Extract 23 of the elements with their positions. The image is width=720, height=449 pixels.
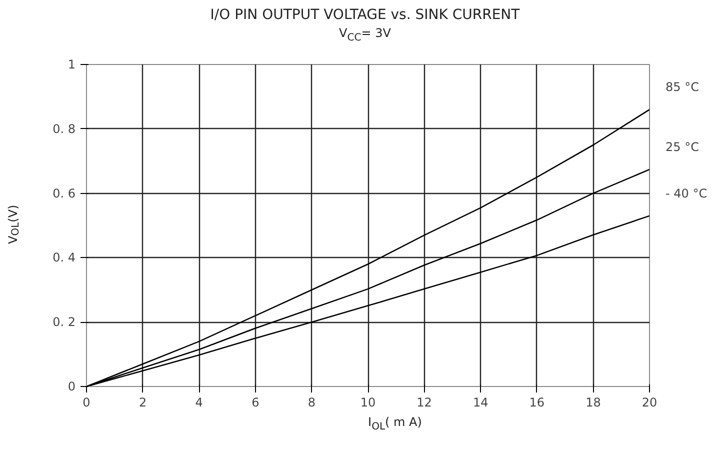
x-tick-label: 6 — [252, 396, 260, 410]
y-tick-label: 0. 4 — [52, 250, 76, 265]
chart-subtitle: V$_{CC}$= 3V — [338, 25, 392, 46]
series-label: 85 °C — [666, 80, 699, 94]
x-tick-label: 20 — [642, 396, 658, 410]
chart-title: I/O PIN OUTPUT VOLTAGE vs. SINK CURRENT — [210, 6, 520, 25]
y-tick-label: 0 — [68, 380, 76, 394]
y-tick-label: 0. 8 — [52, 122, 76, 136]
x-tick-label: 10 — [360, 396, 376, 410]
y-tick-label: 0. 6 — [52, 186, 76, 200]
series-label: - 40 °C — [666, 186, 708, 200]
x-tick-label: 16 — [529, 396, 545, 410]
x-tick-label: 8 — [308, 396, 316, 410]
series-label: 25 °C — [666, 140, 699, 154]
x-tick-label: 0 — [82, 396, 90, 410]
x-tick-label: 2 — [138, 396, 147, 410]
y-tick-label: 1 — [68, 58, 76, 72]
y-tick-label: 0. 2 — [52, 315, 76, 330]
x-tick-label: 14 — [472, 396, 488, 410]
x-tick-label: 18 — [586, 396, 601, 410]
x-tick-label: 12 — [416, 396, 432, 410]
x-axis-title: I$_{OL}$( m A) — [368, 414, 422, 434]
x-tick-label: 4 — [195, 396, 203, 410]
